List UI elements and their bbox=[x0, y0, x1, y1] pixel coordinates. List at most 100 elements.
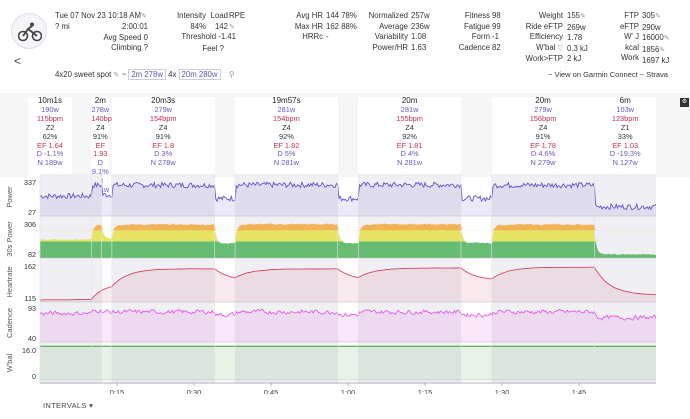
load-col: Load 142 bbox=[202, 11, 228, 32]
interval-box[interactable]: 6m 103w 123bpm Z1 33% EF 1.03 D -19.3% N 127w bbox=[594, 96, 656, 177]
interval-box[interactable]: 10m1s 190w 115bpm Z2 62% EF 1.64 D -1.1% N 189w bbox=[28, 96, 72, 177]
workout-chip-20m[interactable]: 20m 280w bbox=[178, 69, 221, 80]
interval-ef: EF 1.03 bbox=[612, 140, 639, 150]
activity-header: < Tue 07 Nov 23 10:18 AM✎ ? mi 2:00:01 A… bbox=[0, 0, 690, 93]
eftp-label: eFTP bbox=[619, 21, 639, 31]
normalized-value: 257w bbox=[411, 11, 430, 20]
interval-pct: 33% bbox=[617, 131, 633, 141]
weight-values: 155✎ 269w 1.78 0.3 kJ 2 kJ bbox=[567, 11, 588, 65]
interval-hr: 156bpm bbox=[529, 113, 557, 123]
interval-ef: EF 1.8 bbox=[152, 140, 175, 150]
fitness-labels: Fitness Fatigue Form Cadence bbox=[450, 11, 490, 53]
edit-pencil-icon[interactable]: ✎ bbox=[140, 13, 147, 20]
y-tick-min: 82 bbox=[28, 250, 36, 259]
power-values: 257w 236w 1.08 1.63 bbox=[411, 11, 430, 53]
hr-values: 144 78% 162 88% - bbox=[326, 11, 357, 43]
x-tick-label: 0:45 bbox=[264, 388, 279, 394]
interval-pct: 91% bbox=[92, 131, 108, 141]
interval-duration: 20m bbox=[535, 96, 551, 105]
interval-hr: 140bpm bbox=[91, 113, 119, 123]
activity-chart[interactable]: Power 337 27 30s Power 306 82 Heartrate 162 115 C… bbox=[0, 170, 690, 394]
y-tick-min: 0 bbox=[32, 372, 36, 381]
max-hr-value: 162 bbox=[326, 21, 340, 31]
power-zone-band bbox=[40, 223, 656, 231]
series-area bbox=[40, 309, 656, 342]
form-label: Form bbox=[471, 32, 490, 41]
feel-row: Feel ? bbox=[180, 44, 224, 55]
weight-edit-icon[interactable]: ✎ bbox=[580, 13, 586, 20]
avatar[interactable] bbox=[11, 13, 47, 49]
wbal-down-icon: ▽ bbox=[557, 44, 563, 52]
weight-label: Weight bbox=[538, 11, 563, 20]
interval-duration: 19m57s bbox=[272, 96, 301, 105]
interval-np: N 189w bbox=[37, 158, 63, 168]
rpe-edit-icon[interactable]: ✎ bbox=[229, 23, 235, 31]
intensity-value: 84% bbox=[190, 21, 206, 31]
feel-value[interactable]: ? bbox=[219, 44, 224, 53]
workout-x: 4x bbox=[168, 70, 177, 79]
cadence-value: 82 bbox=[492, 42, 501, 52]
wj-edit-icon[interactable]: ✎ bbox=[663, 35, 670, 42]
average-label: Average bbox=[379, 21, 408, 31]
hrrc-label: HRRc bbox=[302, 32, 323, 41]
ride-eftp-value: 269w bbox=[567, 22, 586, 32]
ftp-label: FTP bbox=[624, 11, 639, 20]
weight-value: 155 bbox=[567, 11, 581, 20]
workout-name[interactable]: 4x20 sweet spot bbox=[55, 70, 112, 79]
interval-box[interactable]: 20m3s 279w 154bpm Z4 91% EF 1.8 D 3% N 278w bbox=[111, 96, 215, 177]
intervals-toggle-label[interactable]: INTERVALS bbox=[43, 401, 87, 410]
settings-gear-icon[interactable]: ⚙ bbox=[680, 98, 689, 107]
workout-edit-icon[interactable]: ✎ bbox=[113, 72, 120, 79]
load-value: 142 bbox=[214, 21, 228, 31]
search-icon[interactable]: ⚲ bbox=[228, 70, 235, 79]
interval-box[interactable]: 20m 281w 155bpm Z4 92% EF 1.81 D 4% N 281w bbox=[358, 96, 461, 177]
workout-summary: 4x20 sweet spot ✎ ~ 2m 278w 4x 20m 280w … bbox=[55, 69, 235, 80]
avg-hr-label: Avg HR bbox=[296, 11, 323, 20]
x-tick-label: 1:30 bbox=[495, 388, 510, 394]
interval-duration: 20m bbox=[401, 96, 418, 105]
wj-label: W' J bbox=[624, 32, 639, 41]
intervals-toggle[interactable]: INTERVALS ▾ bbox=[43, 401, 94, 410]
interval-ef: EF 1.81 bbox=[396, 140, 423, 150]
interval-shade bbox=[491, 174, 595, 383]
external-links[interactable]: ~ View on Garmin Connect ~ Strava bbox=[548, 70, 668, 79]
average-value: 236w bbox=[411, 21, 430, 31]
intensity-label: Intensity bbox=[176, 11, 206, 20]
interval-box[interactable]: 19m57s 281w 154bpm Z4 92% EF 1.82 D 5% N 281w bbox=[235, 96, 338, 177]
interval-box[interactable]: 20m 279w 156bpm Z4 91% EF 1.78 D 4.6% N 279w bbox=[491, 96, 595, 177]
cadence-label: Cadence bbox=[458, 42, 490, 52]
ftp-edit-icon[interactable]: ✎ bbox=[655, 13, 661, 20]
threshold-label: Threshold bbox=[181, 32, 217, 41]
activity-time: 10:18 AM bbox=[108, 11, 141, 20]
kcal-value: 1856 bbox=[642, 44, 660, 54]
series-area bbox=[40, 182, 656, 216]
interval-watts: 103w bbox=[616, 104, 635, 114]
workout-chip-2m[interactable]: 2m 278w bbox=[128, 69, 166, 80]
interval-pct: 62% bbox=[42, 131, 58, 141]
panel-label: 30s Power bbox=[5, 221, 14, 257]
interval-duration: 6m bbox=[619, 96, 631, 105]
interval-zone: Z4 bbox=[282, 122, 291, 132]
interval-np: N 127w bbox=[612, 158, 638, 168]
work-ftp-value: 2 kJ bbox=[567, 54, 582, 63]
chart-svg[interactable]: Power 337 27 30s Power 306 82 Heartrate 162 115 C… bbox=[0, 170, 690, 394]
kcal-edit-icon[interactable]: ✎ bbox=[659, 46, 666, 54]
wbal-area bbox=[40, 346, 656, 380]
panel-label: Cadence bbox=[5, 308, 14, 338]
threshold-value: -1.41 bbox=[218, 32, 236, 41]
back-arrow-icon[interactable]: < bbox=[14, 54, 22, 68]
interval-pct: 91% bbox=[155, 131, 171, 141]
interval-zone: Z4 bbox=[538, 122, 548, 132]
form-value: -1 bbox=[492, 32, 499, 41]
interval-shade bbox=[358, 174, 461, 383]
power-hr-value: 1.63 bbox=[411, 42, 427, 52]
series-area bbox=[40, 267, 656, 302]
interval-hr: 154bpm bbox=[273, 113, 300, 123]
interval-decoupling: D 4.6% bbox=[530, 149, 556, 159]
x-tick-label: 1:15 bbox=[418, 388, 433, 394]
distance-value[interactable]: ? mi bbox=[55, 22, 70, 31]
y-tick-max: 93 bbox=[28, 304, 36, 313]
interval-np: N 281w bbox=[397, 158, 423, 168]
avg-hr-value: 144 bbox=[326, 11, 340, 20]
